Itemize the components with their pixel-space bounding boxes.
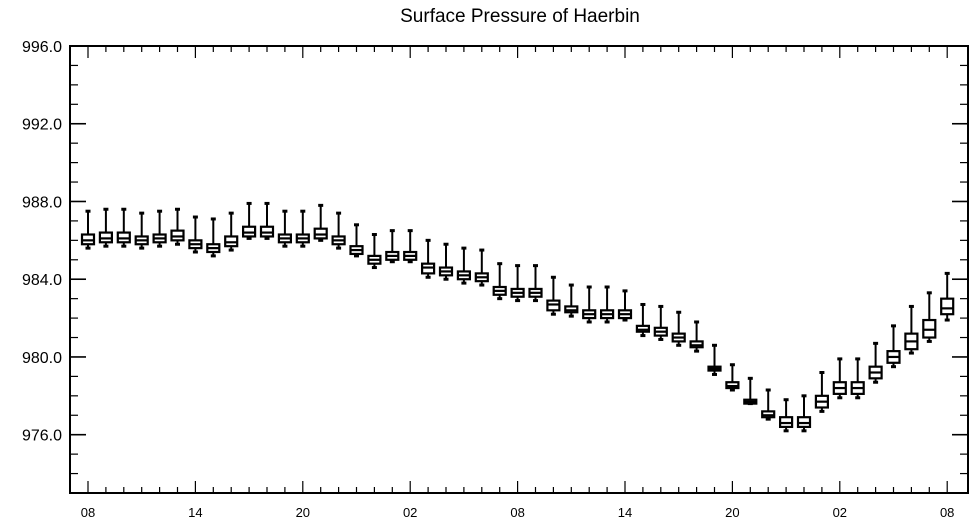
box <box>331 211 346 250</box>
box <box>904 304 919 355</box>
box <box>403 229 418 264</box>
box <box>671 310 686 347</box>
box <box>242 201 257 240</box>
x-axis: 08 14 20 02 08 14 20 02 08 <box>81 46 954 520</box>
box <box>170 207 185 246</box>
box <box>832 357 847 400</box>
box <box>456 246 471 285</box>
x-tick-label: 08 <box>81 505 95 520</box>
y-tick-label: 992.0 <box>22 117 62 134</box>
x-tick-label: 20 <box>725 505 739 520</box>
y-tick-label: 980.0 <box>22 350 62 367</box>
box <box>438 242 454 281</box>
box <box>349 223 364 258</box>
x-tick-label: 02 <box>833 505 847 520</box>
y-tick-label: 984.0 <box>22 272 62 289</box>
box <box>295 209 310 248</box>
box <box>546 275 561 316</box>
box <box>152 209 167 248</box>
x-tick-label: 14 <box>188 505 202 520</box>
box <box>761 388 776 421</box>
box <box>80 209 96 250</box>
x-tick-label: 14 <box>618 505 632 520</box>
box <box>313 203 328 242</box>
box <box>653 304 668 341</box>
box <box>886 324 901 369</box>
box <box>134 211 149 250</box>
box <box>474 248 489 287</box>
box <box>940 271 955 322</box>
x-tick-label: 02 <box>403 505 417 520</box>
box <box>564 283 579 318</box>
box <box>582 285 597 324</box>
box <box>367 233 382 270</box>
x-tick-label: 08 <box>510 505 524 520</box>
box <box>796 394 812 433</box>
box <box>635 302 651 338</box>
box <box>689 320 704 353</box>
box <box>814 371 830 413</box>
box <box>492 262 507 301</box>
box <box>528 264 543 303</box>
box <box>510 264 525 303</box>
box <box>850 357 865 400</box>
box <box>743 376 758 406</box>
box <box>259 201 275 240</box>
box <box>224 211 239 252</box>
box <box>599 285 615 324</box>
box <box>725 363 740 392</box>
box <box>707 343 722 376</box>
box <box>868 341 883 384</box>
box <box>922 291 937 343</box>
box-body <box>940 297 955 316</box>
box <box>98 207 114 248</box>
box <box>206 217 221 258</box>
box <box>421 238 436 279</box>
x-tick-label: 08 <box>940 505 954 520</box>
box <box>188 215 203 254</box>
y-tick-label: 976.0 <box>22 428 62 445</box>
box <box>778 398 794 433</box>
chart-title: Surface Pressure of Haerbin <box>400 6 640 27</box>
x-tick-label: 20 <box>296 505 310 520</box>
box-series <box>80 201 955 433</box>
box <box>116 207 131 248</box>
box <box>385 229 400 264</box>
y-axis: 976.0 980.0 984.0 988.0 992.0 996.0 <box>22 39 968 494</box>
box <box>617 289 633 322</box>
box <box>277 209 292 248</box>
plot-frame <box>69 45 969 494</box>
y-tick-label: 996.0 <box>22 39 62 56</box>
y-tick-label: 988.0 <box>22 194 62 211</box>
